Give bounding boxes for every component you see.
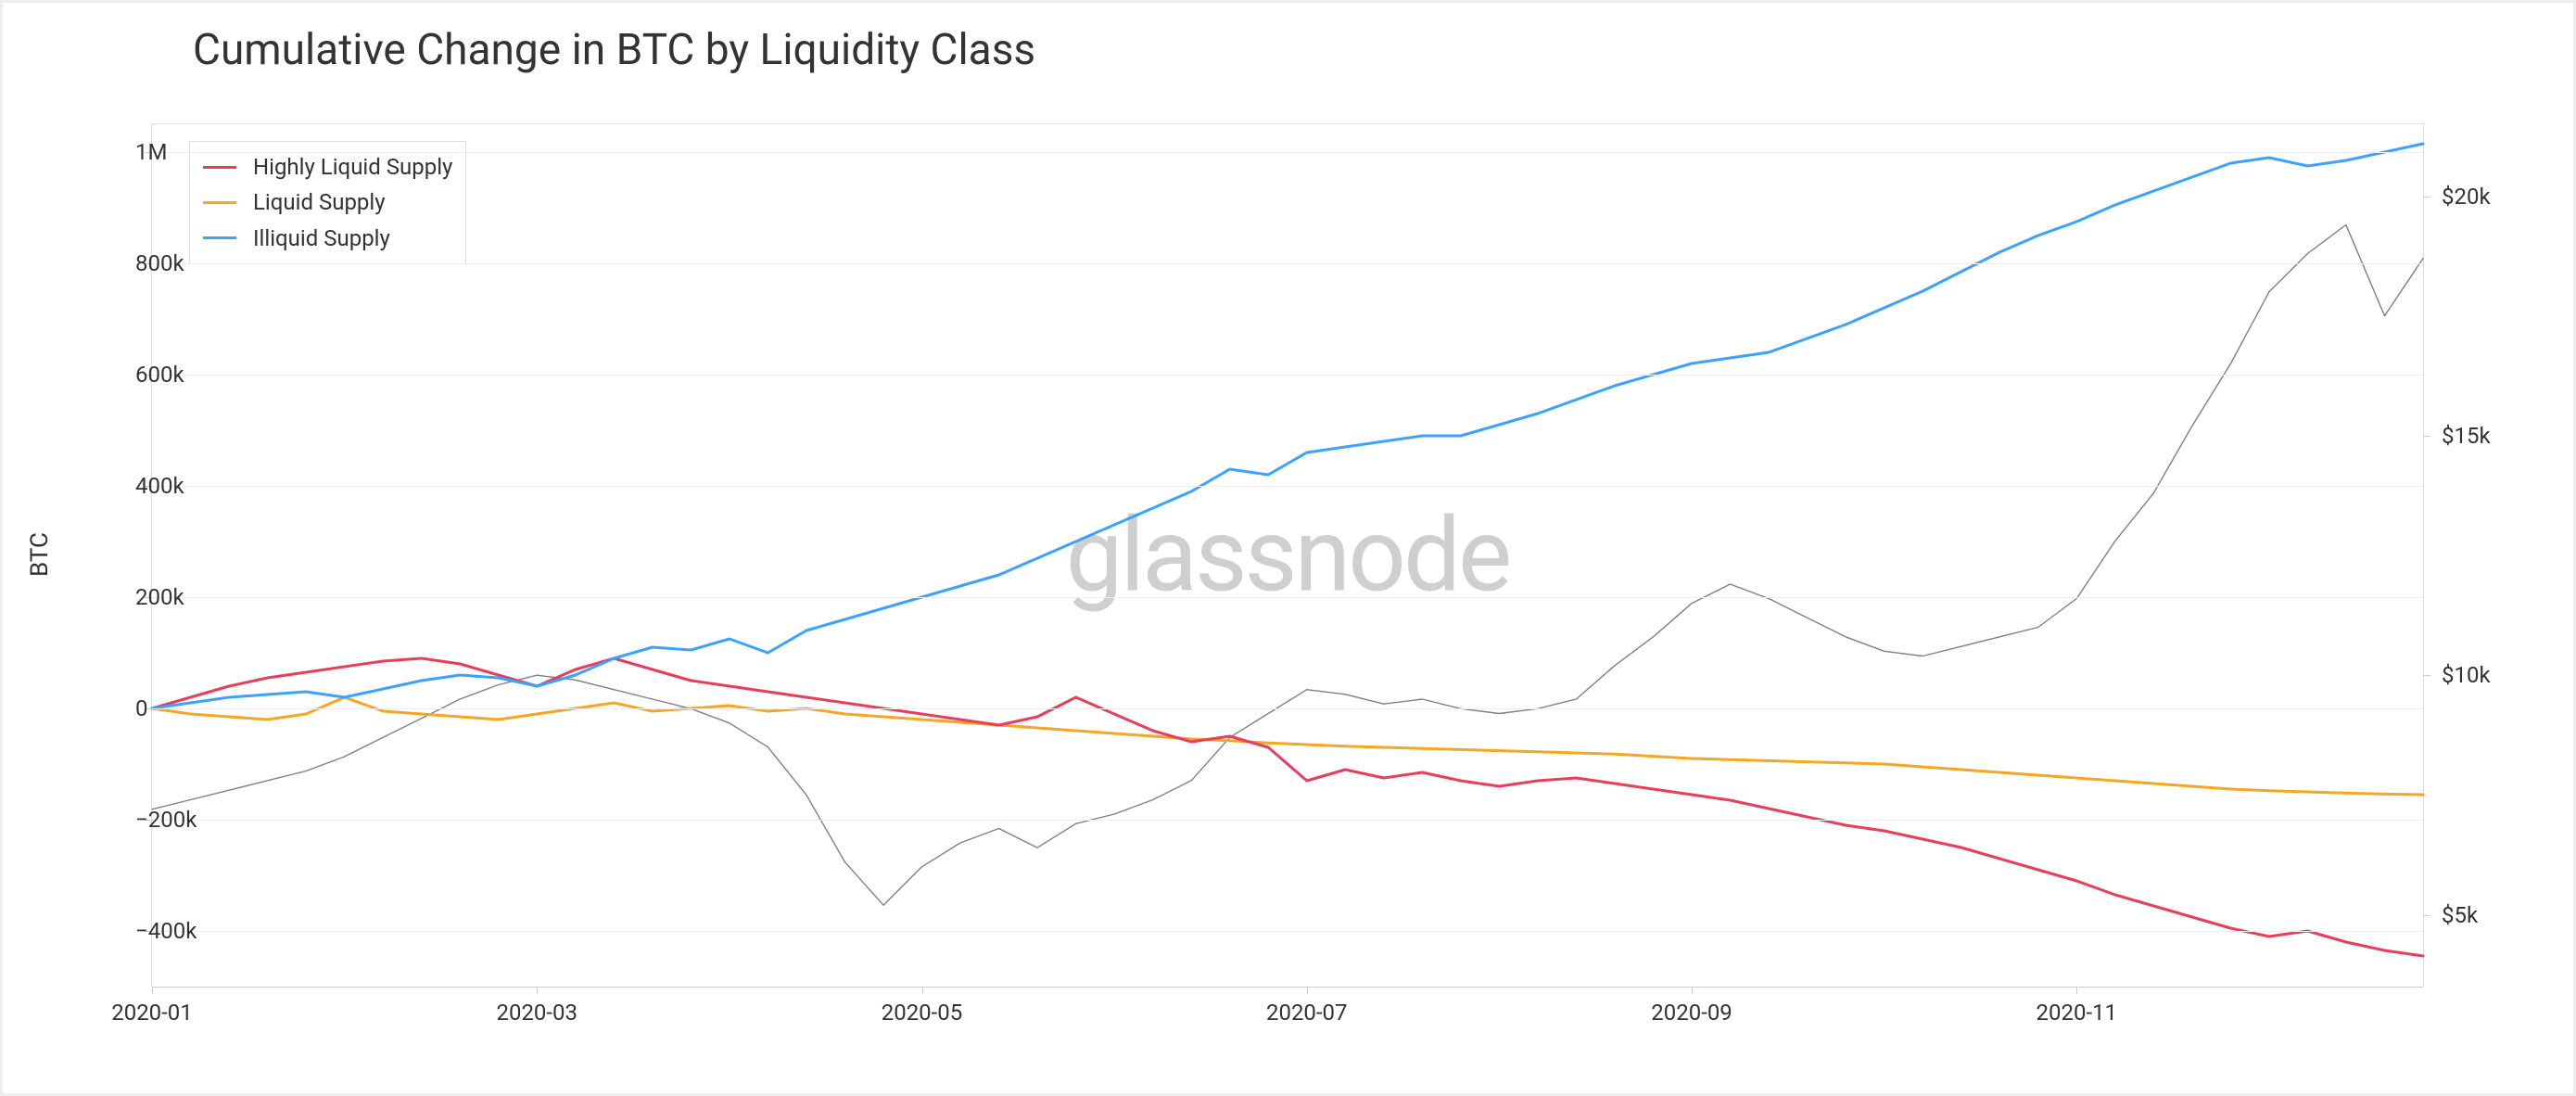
y-right-tick-label: $20k	[2442, 184, 2491, 210]
x-tick-mark	[152, 987, 153, 994]
x-tick-label: 2020-09	[1651, 1000, 1732, 1026]
x-tick-label: 2020-01	[111, 1000, 193, 1026]
series-illiquid	[152, 144, 2423, 708]
plot-area: glassnode Highly Liquid SupplyLiquid Sup…	[151, 123, 2424, 987]
x-tick-label: 2020-05	[882, 1000, 963, 1026]
x-tick-mark	[1307, 987, 1308, 994]
y-right-tick-mark	[2423, 197, 2430, 198]
x-axis-line	[152, 987, 2423, 988]
gridline	[152, 263, 2423, 264]
y-right-tick-mark	[2423, 436, 2430, 437]
gridline	[152, 597, 2423, 598]
y-right-tick-label: $15k	[2442, 423, 2491, 449]
series-liquid	[152, 697, 2423, 795]
legend: Highly Liquid SupplyLiquid SupplyIlliqui…	[189, 141, 466, 264]
legend-label: Illiquid Supply	[253, 221, 390, 256]
legend-label: Highly Liquid Supply	[253, 149, 452, 185]
legend-swatch	[203, 166, 236, 169]
chart-lines	[152, 124, 2423, 987]
legend-item[interactable]: Illiquid Supply	[203, 221, 452, 256]
x-tick-mark	[537, 987, 538, 994]
x-tick-label: 2020-03	[496, 1000, 577, 1026]
gridline	[152, 820, 2423, 821]
series-price	[152, 225, 2423, 906]
gridline	[152, 486, 2423, 487]
y-right-tick-label: $5k	[2442, 902, 2478, 928]
y-right-tick-mark	[2423, 915, 2430, 916]
x-tick-label: 2020-07	[1266, 1000, 1348, 1026]
y-right-tick-label: $10k	[2442, 662, 2491, 688]
chart-container: Cumulative Change in BTC by Liquidity Cl…	[0, 0, 2576, 1096]
legend-swatch	[203, 236, 236, 239]
legend-item[interactable]: Liquid Supply	[203, 185, 452, 220]
x-tick-mark	[922, 987, 923, 994]
series-highly-liquid	[152, 658, 2423, 956]
x-tick-mark	[1692, 987, 1693, 994]
legend-swatch	[203, 201, 236, 204]
x-tick-label: 2020-11	[2036, 1000, 2117, 1026]
gridline	[152, 931, 2423, 932]
gridline	[152, 152, 2423, 153]
chart-title: Cumulative Change in BTC by Liquidity Cl…	[193, 25, 1035, 75]
gridline	[152, 708, 2423, 709]
y-right-tick-mark	[2423, 675, 2430, 676]
gridline	[152, 375, 2423, 376]
legend-label: Liquid Supply	[253, 185, 386, 220]
legend-item[interactable]: Highly Liquid Supply	[203, 149, 452, 185]
x-tick-mark	[2076, 987, 2077, 994]
y-axis-label: BTC	[26, 532, 54, 577]
